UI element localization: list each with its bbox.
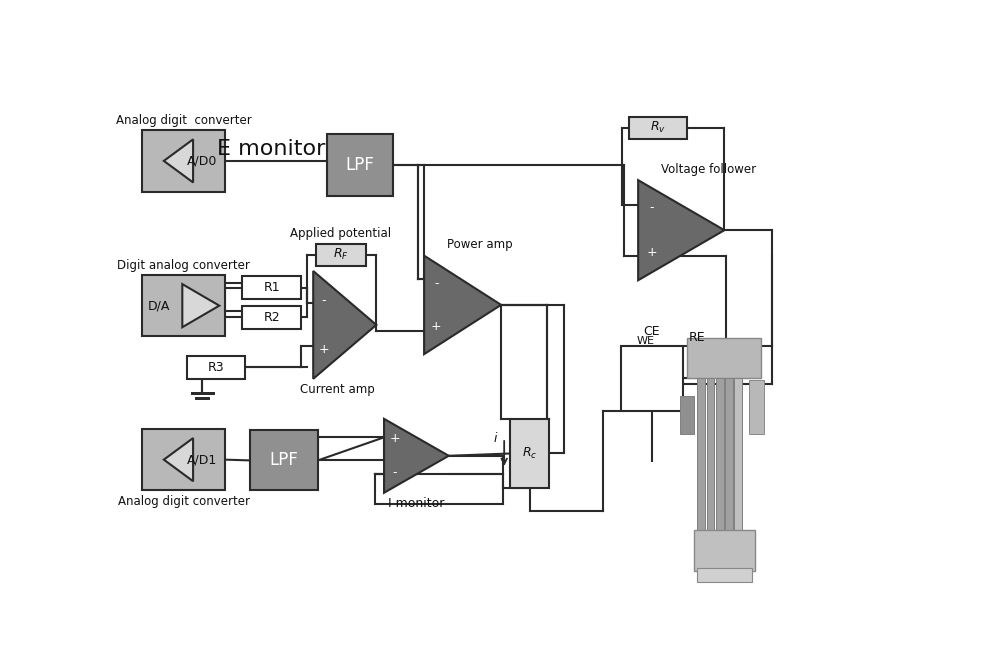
Text: -: - [321, 293, 326, 307]
Text: R1: R1 [263, 281, 280, 294]
Text: +: + [647, 246, 658, 259]
Text: +: + [432, 320, 441, 333]
Text: CE: CE [644, 325, 661, 338]
Bar [243, 276, 301, 299]
Text: R2: R2 [263, 311, 280, 323]
Text: A/D0: A/D0 [187, 154, 217, 167]
Bar [143, 275, 225, 336]
Polygon shape [164, 139, 193, 183]
Text: R3: R3 [207, 361, 224, 374]
Bar [694, 530, 755, 570]
Text: RE: RE [688, 331, 705, 344]
Text: A/D1: A/D1 [187, 453, 217, 466]
Text: D/A: D/A [148, 299, 170, 312]
Bar [187, 356, 246, 379]
Bar [687, 338, 761, 378]
Text: -: - [434, 277, 438, 290]
Polygon shape [424, 255, 501, 354]
Bar [621, 346, 683, 411]
Bar [749, 380, 765, 434]
Text: Voltage follower: Voltage follower [662, 163, 756, 176]
Bar [697, 568, 752, 582]
Bar [143, 130, 225, 191]
Bar [725, 378, 733, 532]
Text: LPF: LPF [346, 155, 375, 173]
Text: -: - [392, 466, 397, 480]
Text: LPF: LPF [269, 452, 299, 470]
Bar [698, 378, 705, 532]
Bar [716, 378, 723, 532]
Text: +: + [389, 432, 400, 446]
Text: $R_F$: $R_F$ [333, 247, 349, 262]
Bar [629, 117, 687, 139]
Bar [317, 244, 366, 265]
Bar [707, 378, 715, 532]
Text: Applied potential: Applied potential [290, 227, 391, 239]
Bar [679, 396, 694, 434]
Text: E monitor: E monitor [217, 139, 325, 159]
Text: +: + [318, 343, 329, 356]
Polygon shape [164, 438, 193, 481]
Text: Current amp: Current amp [301, 383, 376, 396]
Text: i: i [493, 432, 496, 445]
Bar [143, 429, 225, 490]
Bar [243, 305, 301, 329]
Text: Digit analog converter: Digit analog converter [117, 259, 251, 272]
Text: Power amp: Power amp [447, 238, 513, 251]
Polygon shape [384, 419, 448, 493]
Text: -: - [650, 201, 655, 214]
Polygon shape [314, 271, 376, 379]
Bar [734, 378, 742, 532]
Text: $R_v$: $R_v$ [650, 120, 666, 135]
Polygon shape [182, 284, 219, 327]
Text: Analog digit  converter: Analog digit converter [116, 114, 252, 127]
Polygon shape [638, 180, 724, 280]
Text: $R_c$: $R_c$ [522, 446, 538, 461]
Text: WE: WE [637, 336, 655, 346]
Text: I monitor: I monitor [388, 497, 444, 510]
Bar [510, 419, 549, 488]
Bar [327, 134, 393, 195]
Bar [250, 430, 318, 490]
Text: Analog digit converter: Analog digit converter [118, 495, 250, 508]
